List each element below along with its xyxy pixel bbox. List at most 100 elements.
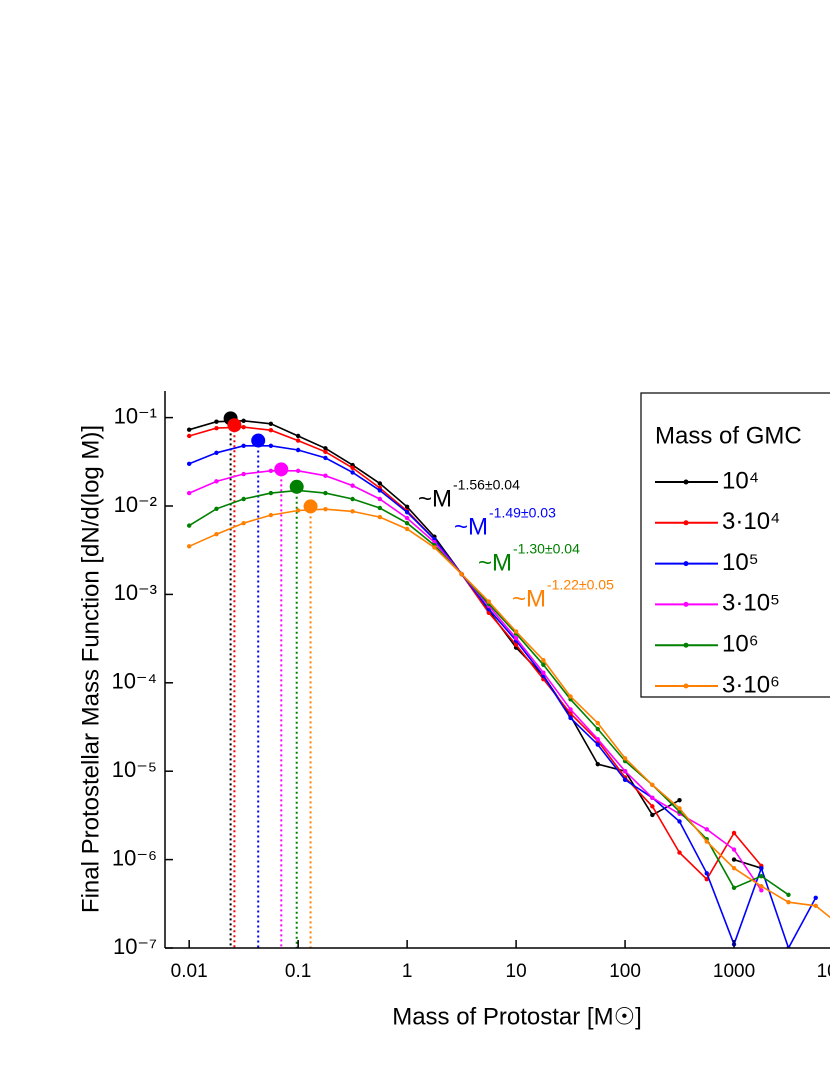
y-tick-label: 10⁻² (114, 492, 157, 517)
data-point (568, 707, 573, 712)
data-point (350, 470, 355, 475)
data-point (186, 544, 192, 549)
data-point (377, 505, 383, 511)
data-point (214, 419, 219, 424)
data-point (350, 465, 355, 471)
data-point (323, 473, 328, 478)
data-point (404, 526, 410, 532)
data-point (186, 490, 192, 496)
data-point (677, 819, 682, 824)
peak-marker (274, 462, 289, 477)
data-point (650, 812, 655, 818)
peak-marker (227, 418, 242, 433)
data-point (677, 797, 682, 803)
data-point (404, 504, 410, 509)
data-point (268, 468, 274, 474)
plot-area (186, 411, 830, 948)
data-point (432, 539, 437, 545)
data-point (622, 777, 628, 782)
data-point (650, 782, 655, 788)
data-point (323, 449, 328, 455)
data-point (704, 827, 709, 832)
data-point (541, 670, 546, 675)
data-point (759, 884, 764, 889)
data-point (704, 839, 709, 844)
data-point (541, 662, 546, 667)
legend-title: Mass of GMC (655, 422, 802, 449)
data-point (677, 850, 682, 855)
y-tick-label: 10⁻³ (114, 580, 157, 605)
data-point (786, 892, 791, 897)
data-point (214, 425, 219, 431)
series-line (188, 426, 762, 881)
annotation: ~M (418, 485, 452, 512)
data-point (704, 871, 709, 876)
data-point (568, 711, 573, 716)
annotation-exponent: -1.49±0.03 (489, 505, 556, 521)
data-point (513, 642, 519, 647)
legend-marker (683, 520, 689, 526)
data-point (731, 830, 737, 836)
data-point (186, 427, 192, 432)
data-point (731, 857, 737, 862)
annotation-exponent: -1.30±0.04 (513, 541, 580, 557)
data-point (241, 443, 246, 448)
data-point (459, 571, 464, 577)
data-point (486, 599, 492, 604)
peak-marker (303, 499, 318, 514)
y-tick-label: 10⁻⁶ (112, 845, 157, 870)
data-point (595, 742, 600, 747)
legend-marker (683, 479, 689, 485)
data-point (323, 446, 328, 451)
y-axis-label: Final Protostellar Mass Function [dN/d(l… (77, 425, 104, 913)
data-point (323, 455, 328, 461)
peak-marker (251, 433, 266, 448)
data-point (268, 490, 274, 496)
annotation: ~M (454, 513, 488, 540)
annotation: ~M (478, 549, 512, 576)
series-line (188, 445, 817, 948)
data-point (323, 490, 328, 496)
legend-marker (683, 642, 689, 648)
data-point (377, 481, 383, 486)
peak-marker (289, 479, 304, 494)
data-point (350, 509, 355, 514)
data-point (541, 658, 546, 663)
data-point (568, 694, 573, 699)
x-tick-label: 0.1 (285, 961, 311, 982)
y-tick-label: 10⁻⁵ (112, 757, 157, 782)
x-tick-label: 0.01 (171, 961, 208, 982)
data-point (377, 496, 383, 502)
data-point (214, 450, 219, 455)
data-point (268, 421, 274, 427)
data-point (813, 903, 818, 909)
data-point (295, 433, 301, 439)
data-point (759, 888, 764, 893)
data-point (214, 479, 219, 484)
data-point (295, 447, 301, 453)
data-point (186, 433, 192, 439)
data-point (759, 865, 764, 871)
data-point (759, 873, 764, 879)
y-tick-label: 10⁻⁷ (113, 934, 157, 959)
data-point (186, 523, 192, 528)
data-point (731, 865, 737, 871)
legend-label: 10⁵ (722, 549, 759, 576)
y-tick-label: 10⁻¹ (114, 403, 157, 428)
data-point (241, 424, 246, 430)
data-point (595, 762, 600, 767)
data-point (214, 531, 219, 537)
legend-label: 3·10⁶ (722, 671, 780, 698)
data-point (731, 847, 737, 852)
data-point (404, 510, 410, 515)
data-point (268, 443, 274, 448)
x-tick-label: 100 (609, 961, 641, 982)
data-point (568, 715, 573, 721)
data-point (432, 545, 437, 550)
legend-marker (683, 561, 689, 567)
annotation-exponent: -1.56±0.04 (453, 477, 520, 493)
data-point (595, 737, 600, 742)
y-tick-label: 10⁻⁴ (111, 669, 157, 694)
data-point (650, 795, 655, 801)
